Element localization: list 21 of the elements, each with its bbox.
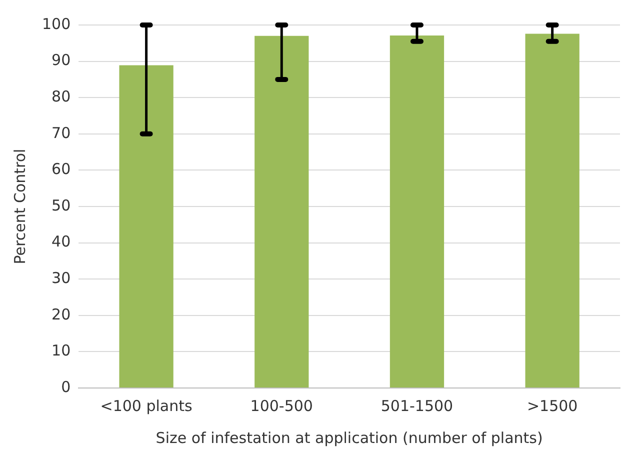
y-tick-label: 80 bbox=[52, 87, 71, 106]
y-tick-label: 10 bbox=[52, 342, 71, 360]
bar bbox=[119, 65, 174, 388]
x-tick-label: <100 plants bbox=[100, 396, 193, 415]
x-tick-label: 501-1500 bbox=[380, 396, 454, 415]
x-tick-label: 100-500 bbox=[250, 396, 313, 415]
y-tick-label: 30 bbox=[52, 268, 71, 287]
y-tick-label: 50 bbox=[52, 196, 71, 214]
y-tick-label: 60 bbox=[52, 160, 71, 178]
bar bbox=[254, 36, 309, 388]
bar bbox=[525, 34, 580, 388]
y-tick-label: 90 bbox=[52, 51, 71, 70]
x-axis-title: Size of infestation at application (number of plants) bbox=[156, 428, 543, 447]
y-axis-title: Percent Control bbox=[10, 148, 29, 264]
y-tick-label: 70 bbox=[52, 124, 71, 142]
y-tick-label: 20 bbox=[52, 305, 71, 324]
y-tick-label: 40 bbox=[52, 232, 71, 251]
y-tick-label: 0 bbox=[61, 378, 71, 396]
bar bbox=[390, 36, 444, 388]
y-tick-label: 100 bbox=[42, 14, 71, 33]
x-tick-label: >1500 bbox=[526, 396, 578, 415]
